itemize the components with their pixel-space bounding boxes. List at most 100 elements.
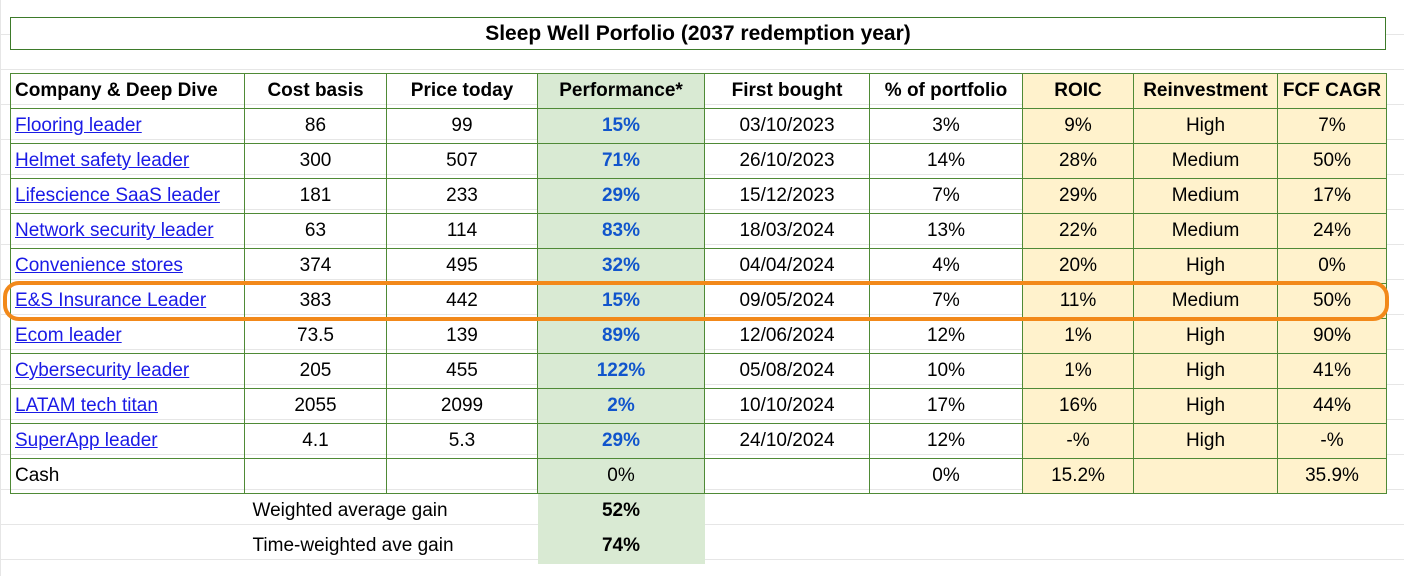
header-first-bought[interactable]: First bought (704, 73, 870, 109)
header-roic[interactable]: ROIC (1022, 73, 1134, 109)
percent-cell[interactable]: 12% (869, 423, 1023, 459)
reinvestment-cell[interactable]: High (1133, 423, 1278, 459)
first-bought-cell[interactable]: 26/10/2023 (704, 143, 870, 179)
roic-cell[interactable]: 9% (1022, 108, 1134, 144)
company-link[interactable]: LATAM tech titan (15, 395, 158, 416)
company-link[interactable]: Convenience stores (15, 255, 183, 276)
first-bought-cell[interactable]: 10/10/2024 (704, 388, 870, 424)
cost-cell[interactable]: 300 (244, 143, 387, 179)
roic-cell[interactable]: 11% (1022, 283, 1134, 319)
fcf-cell[interactable]: 50% (1277, 143, 1387, 179)
percent-cell[interactable]: 14% (869, 143, 1023, 179)
header-company[interactable]: Company & Deep Dive (10, 73, 245, 109)
reinvestment-cell[interactable]: High (1133, 388, 1278, 424)
reinvestment-cell[interactable]: High (1133, 108, 1278, 144)
price-cell[interactable]: 114 (386, 213, 538, 249)
reinvestment-cell[interactable]: Medium (1133, 283, 1278, 319)
reinvestment-cell[interactable]: Medium (1133, 213, 1278, 249)
price-cell[interactable]: 2099 (386, 388, 538, 424)
reinvestment-cell[interactable]: High (1133, 248, 1278, 284)
percent-cell[interactable]: 12% (869, 318, 1023, 354)
weighted-gain-value[interactable]: 52% (537, 493, 705, 529)
price-cell[interactable]: 233 (386, 178, 538, 214)
header-percent-portfolio[interactable]: % of portfolio (869, 73, 1023, 109)
roic-cell[interactable]: 20% (1022, 248, 1134, 284)
header-cost-basis[interactable]: Cost basis (244, 73, 387, 109)
company-link[interactable]: Ecom leader (15, 325, 122, 346)
cost-cell[interactable]: 86 (244, 108, 387, 144)
company-link[interactable]: Lifescience SaaS leader (15, 185, 220, 206)
percent-cell[interactable]: 3% (869, 108, 1023, 144)
company-link[interactable]: E&S Insurance Leader (15, 290, 207, 311)
first-bought-cell[interactable]: 12/06/2024 (704, 318, 870, 354)
price-cell[interactable]: 139 (386, 318, 538, 354)
first-bought-cell[interactable]: 24/10/2024 (704, 423, 870, 459)
reinvestment-cell[interactable]: High (1133, 353, 1278, 389)
cash-price-cell[interactable] (386, 458, 538, 494)
price-cell[interactable]: 442 (386, 283, 538, 319)
price-cell[interactable]: 495 (386, 248, 538, 284)
cash-roic-cell[interactable]: 15.2% (1022, 458, 1134, 494)
first-bought-cell[interactable]: 18/03/2024 (704, 213, 870, 249)
cost-cell[interactable]: 205 (244, 353, 387, 389)
fcf-cell[interactable]: 0% (1277, 248, 1387, 284)
company-link[interactable]: Flooring leader (15, 115, 142, 136)
roic-cell[interactable]: 1% (1022, 353, 1134, 389)
first-bought-cell[interactable]: 09/05/2024 (704, 283, 870, 319)
cost-cell[interactable]: 181 (244, 178, 387, 214)
roic-cell[interactable]: -% (1022, 423, 1134, 459)
price-cell[interactable]: 455 (386, 353, 538, 389)
percent-cell[interactable]: 7% (869, 283, 1023, 319)
first-bought-cell[interactable]: 03/10/2023 (704, 108, 870, 144)
company-link[interactable]: Cybersecurity leader (15, 360, 190, 381)
cost-cell[interactable]: 73.5 (244, 318, 387, 354)
header-reinvestment[interactable]: Reinvestment (1133, 73, 1278, 109)
sheet-title[interactable]: Sleep Well Porfolio (2037 redemption yea… (10, 17, 1386, 50)
fcf-cell[interactable]: 50% (1277, 283, 1387, 319)
fcf-cell[interactable]: 41% (1277, 353, 1387, 389)
cash-label[interactable]: Cash (10, 458, 245, 494)
cash-cost-cell[interactable] (244, 458, 387, 494)
header-fcf-cagr[interactable]: FCF CAGR (1277, 73, 1387, 109)
fcf-cell[interactable]: 44% (1277, 388, 1387, 424)
first-bought-cell[interactable]: 05/08/2024 (704, 353, 870, 389)
company-link[interactable]: Helmet safety leader (15, 150, 190, 171)
roic-cell[interactable]: 16% (1022, 388, 1134, 424)
percent-cell[interactable]: 13% (869, 213, 1023, 249)
cash-first-bought-cell[interactable] (704, 458, 870, 494)
time-weighted-gain-label[interactable]: Time-weighted ave gain (252, 535, 454, 556)
first-bought-cell[interactable]: 15/12/2023 (704, 178, 870, 214)
price-cell[interactable]: 507 (386, 143, 538, 179)
roic-cell[interactable]: 29% (1022, 178, 1134, 214)
cost-cell[interactable]: 374 (244, 248, 387, 284)
header-price-today[interactable]: Price today (386, 73, 538, 109)
fcf-cell[interactable]: 24% (1277, 213, 1387, 249)
price-cell[interactable]: 99 (386, 108, 538, 144)
first-bought-cell[interactable]: 04/04/2024 (704, 248, 870, 284)
cost-cell[interactable]: 4.1 (244, 423, 387, 459)
fcf-cell[interactable]: -% (1277, 423, 1387, 459)
percent-cell[interactable]: 17% (869, 388, 1023, 424)
cost-cell[interactable]: 63 (244, 213, 387, 249)
price-cell[interactable]: 5.3 (386, 423, 538, 459)
cash-percent-cell[interactable]: 0% (869, 458, 1023, 494)
fcf-cell[interactable]: 17% (1277, 178, 1387, 214)
percent-cell[interactable]: 7% (869, 178, 1023, 214)
roic-cell[interactable]: 1% (1022, 318, 1134, 354)
time-weighted-gain-value[interactable]: 74% (537, 528, 705, 564)
cash-performance-cell[interactable]: 0% (537, 458, 705, 494)
reinvestment-cell[interactable]: Medium (1133, 178, 1278, 214)
percent-cell[interactable]: 10% (869, 353, 1023, 389)
cash-fcf-cell[interactable]: 35.9% (1277, 458, 1387, 494)
company-link[interactable]: SuperApp leader (15, 430, 158, 451)
reinvestment-cell[interactable]: Medium (1133, 143, 1278, 179)
fcf-cell[interactable]: 90% (1277, 318, 1387, 354)
roic-cell[interactable]: 22% (1022, 213, 1134, 249)
company-link[interactable]: Network security leader (15, 220, 214, 241)
fcf-cell[interactable]: 7% (1277, 108, 1387, 144)
cash-reinvestment-cell[interactable] (1133, 458, 1278, 494)
roic-cell[interactable]: 28% (1022, 143, 1134, 179)
percent-cell[interactable]: 4% (869, 248, 1023, 284)
cost-cell[interactable]: 383 (244, 283, 387, 319)
header-performance[interactable]: Performance* (537, 73, 705, 109)
